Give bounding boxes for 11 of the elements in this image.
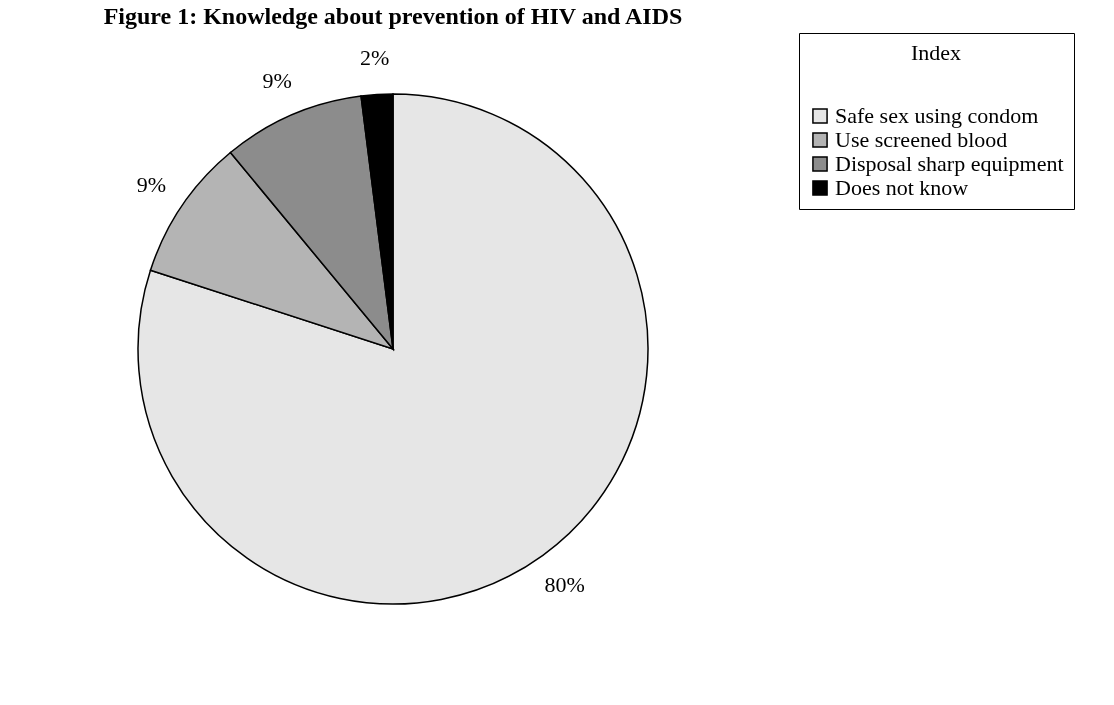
- legend-label: Does not know: [835, 175, 969, 200]
- legend-label: Safe sex using condom: [835, 103, 1039, 128]
- chart-title: Figure 1: Knowledge about prevention of HIV and AIDS: [103, 3, 683, 29]
- data-label: 80%: [544, 572, 585, 598]
- data-label: 2%: [360, 44, 390, 70]
- legend-label: Use screened blood: [835, 127, 1008, 152]
- legend-label: Disposal sharp equipment: [835, 151, 1064, 176]
- legend-title: Index: [910, 40, 962, 65]
- pie-slice: [137, 93, 649, 605]
- data-label: 9%: [262, 68, 292, 94]
- data-label: 9%: [136, 171, 167, 197]
